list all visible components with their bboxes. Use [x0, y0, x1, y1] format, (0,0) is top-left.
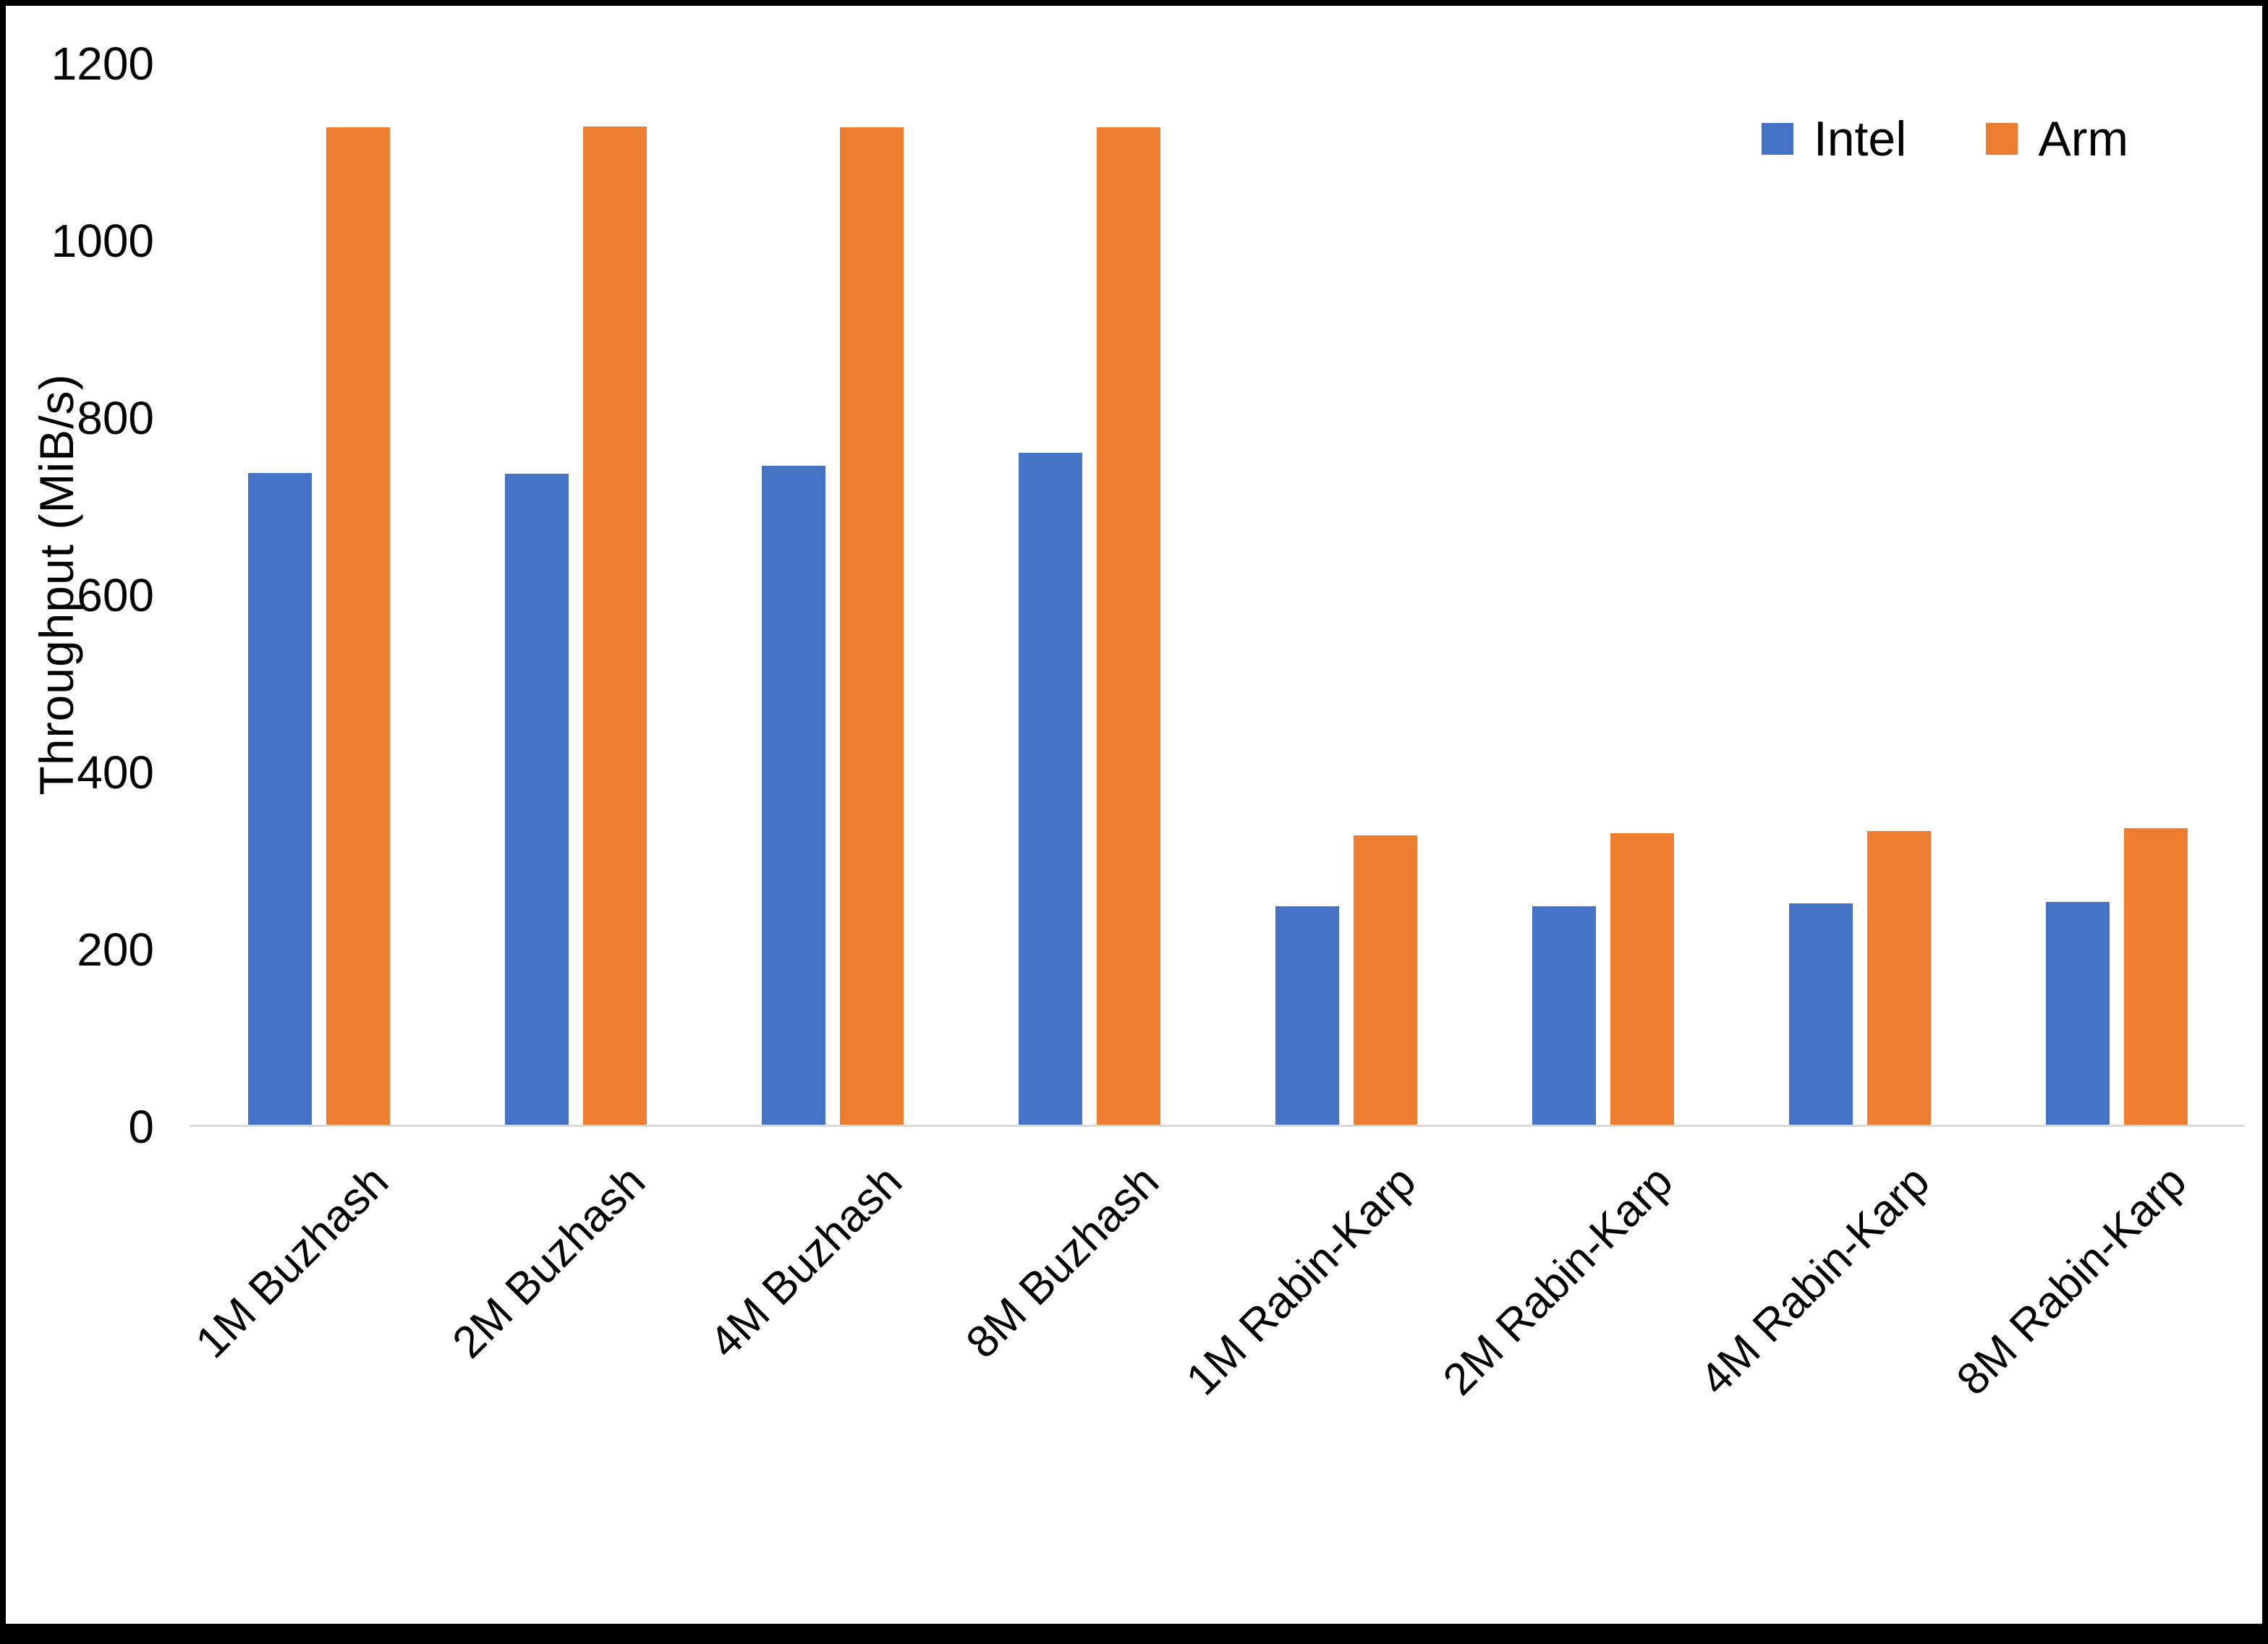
legend: Intel Arm — [1761, 111, 2128, 167]
x-tick-label: 1M Rabin-Karp — [1176, 1156, 1425, 1405]
y-tick-label: 1000 — [51, 215, 154, 267]
legend-item-intel: Intel — [1761, 111, 1907, 167]
x-axis: 1M Buzhash 2M Buzhash 4M Buzhash 8M Buzhash… — [187, 1134, 2245, 1568]
plot-area — [190, 64, 2245, 1127]
bar-group — [1218, 64, 1474, 1125]
bar-arm — [2123, 828, 2188, 1125]
bar-arm — [1353, 835, 1417, 1125]
x-tick-label: 4M Buzhash — [700, 1156, 912, 1368]
y-tick-label: 800 — [77, 392, 154, 444]
bar-intel — [1275, 906, 1339, 1125]
bar-arm — [1866, 831, 1931, 1125]
bar-group — [961, 64, 1218, 1125]
bar-arm — [326, 127, 390, 1125]
bar-intel — [1018, 452, 1082, 1125]
bar-intel — [1788, 903, 1853, 1125]
bar-group — [704, 64, 961, 1125]
x-tick-label: 1M Buzhash — [186, 1156, 398, 1368]
bar-intel — [2045, 901, 2110, 1125]
x-tick-label: 8M Buzhash — [956, 1156, 1168, 1368]
throughput-bar-chart: Throughput (MiB/s) 0 200 400 600 800 1000 1200… — [6, 6, 2262, 1624]
bar-group — [190, 64, 447, 1125]
bar-group — [1474, 64, 1731, 1125]
bar-intel — [1532, 906, 1596, 1125]
bar-arm — [582, 126, 647, 1125]
intel-swatch-icon — [1761, 123, 1793, 155]
y-tick-label: 200 — [77, 924, 154, 976]
arm-swatch-icon — [1986, 123, 2018, 155]
bar-group — [447, 64, 704, 1125]
bar-group — [1731, 64, 1988, 1125]
bar-arm — [839, 127, 904, 1125]
y-axis: 0 200 400 600 800 1000 1200 — [6, 38, 154, 1153]
x-tick-label: 2M Rabin-Karp — [1433, 1156, 1682, 1405]
legend-label-intel: Intel — [1813, 111, 1907, 166]
y-tick-label: 400 — [77, 746, 154, 798]
bar-intel — [247, 473, 312, 1125]
bar-arm — [1610, 832, 1674, 1125]
y-tick-label: 1200 — [51, 38, 154, 90]
y-tick-label: 0 — [128, 1101, 154, 1153]
legend-item-arm: Arm — [1986, 111, 2128, 167]
bar-arm — [1096, 127, 1160, 1125]
x-tick-label: 2M Buzhash — [443, 1156, 655, 1368]
legend-label-arm: Arm — [2038, 111, 2128, 166]
bar-intel — [504, 474, 569, 1125]
y-tick-label: 600 — [77, 569, 154, 621]
bar-group — [1988, 64, 2245, 1125]
x-tick-label: 4M Rabin-Karp — [1690, 1156, 1939, 1405]
x-tick-label: 8M Rabin-Karp — [1947, 1156, 2196, 1405]
bar-intel — [761, 466, 825, 1125]
